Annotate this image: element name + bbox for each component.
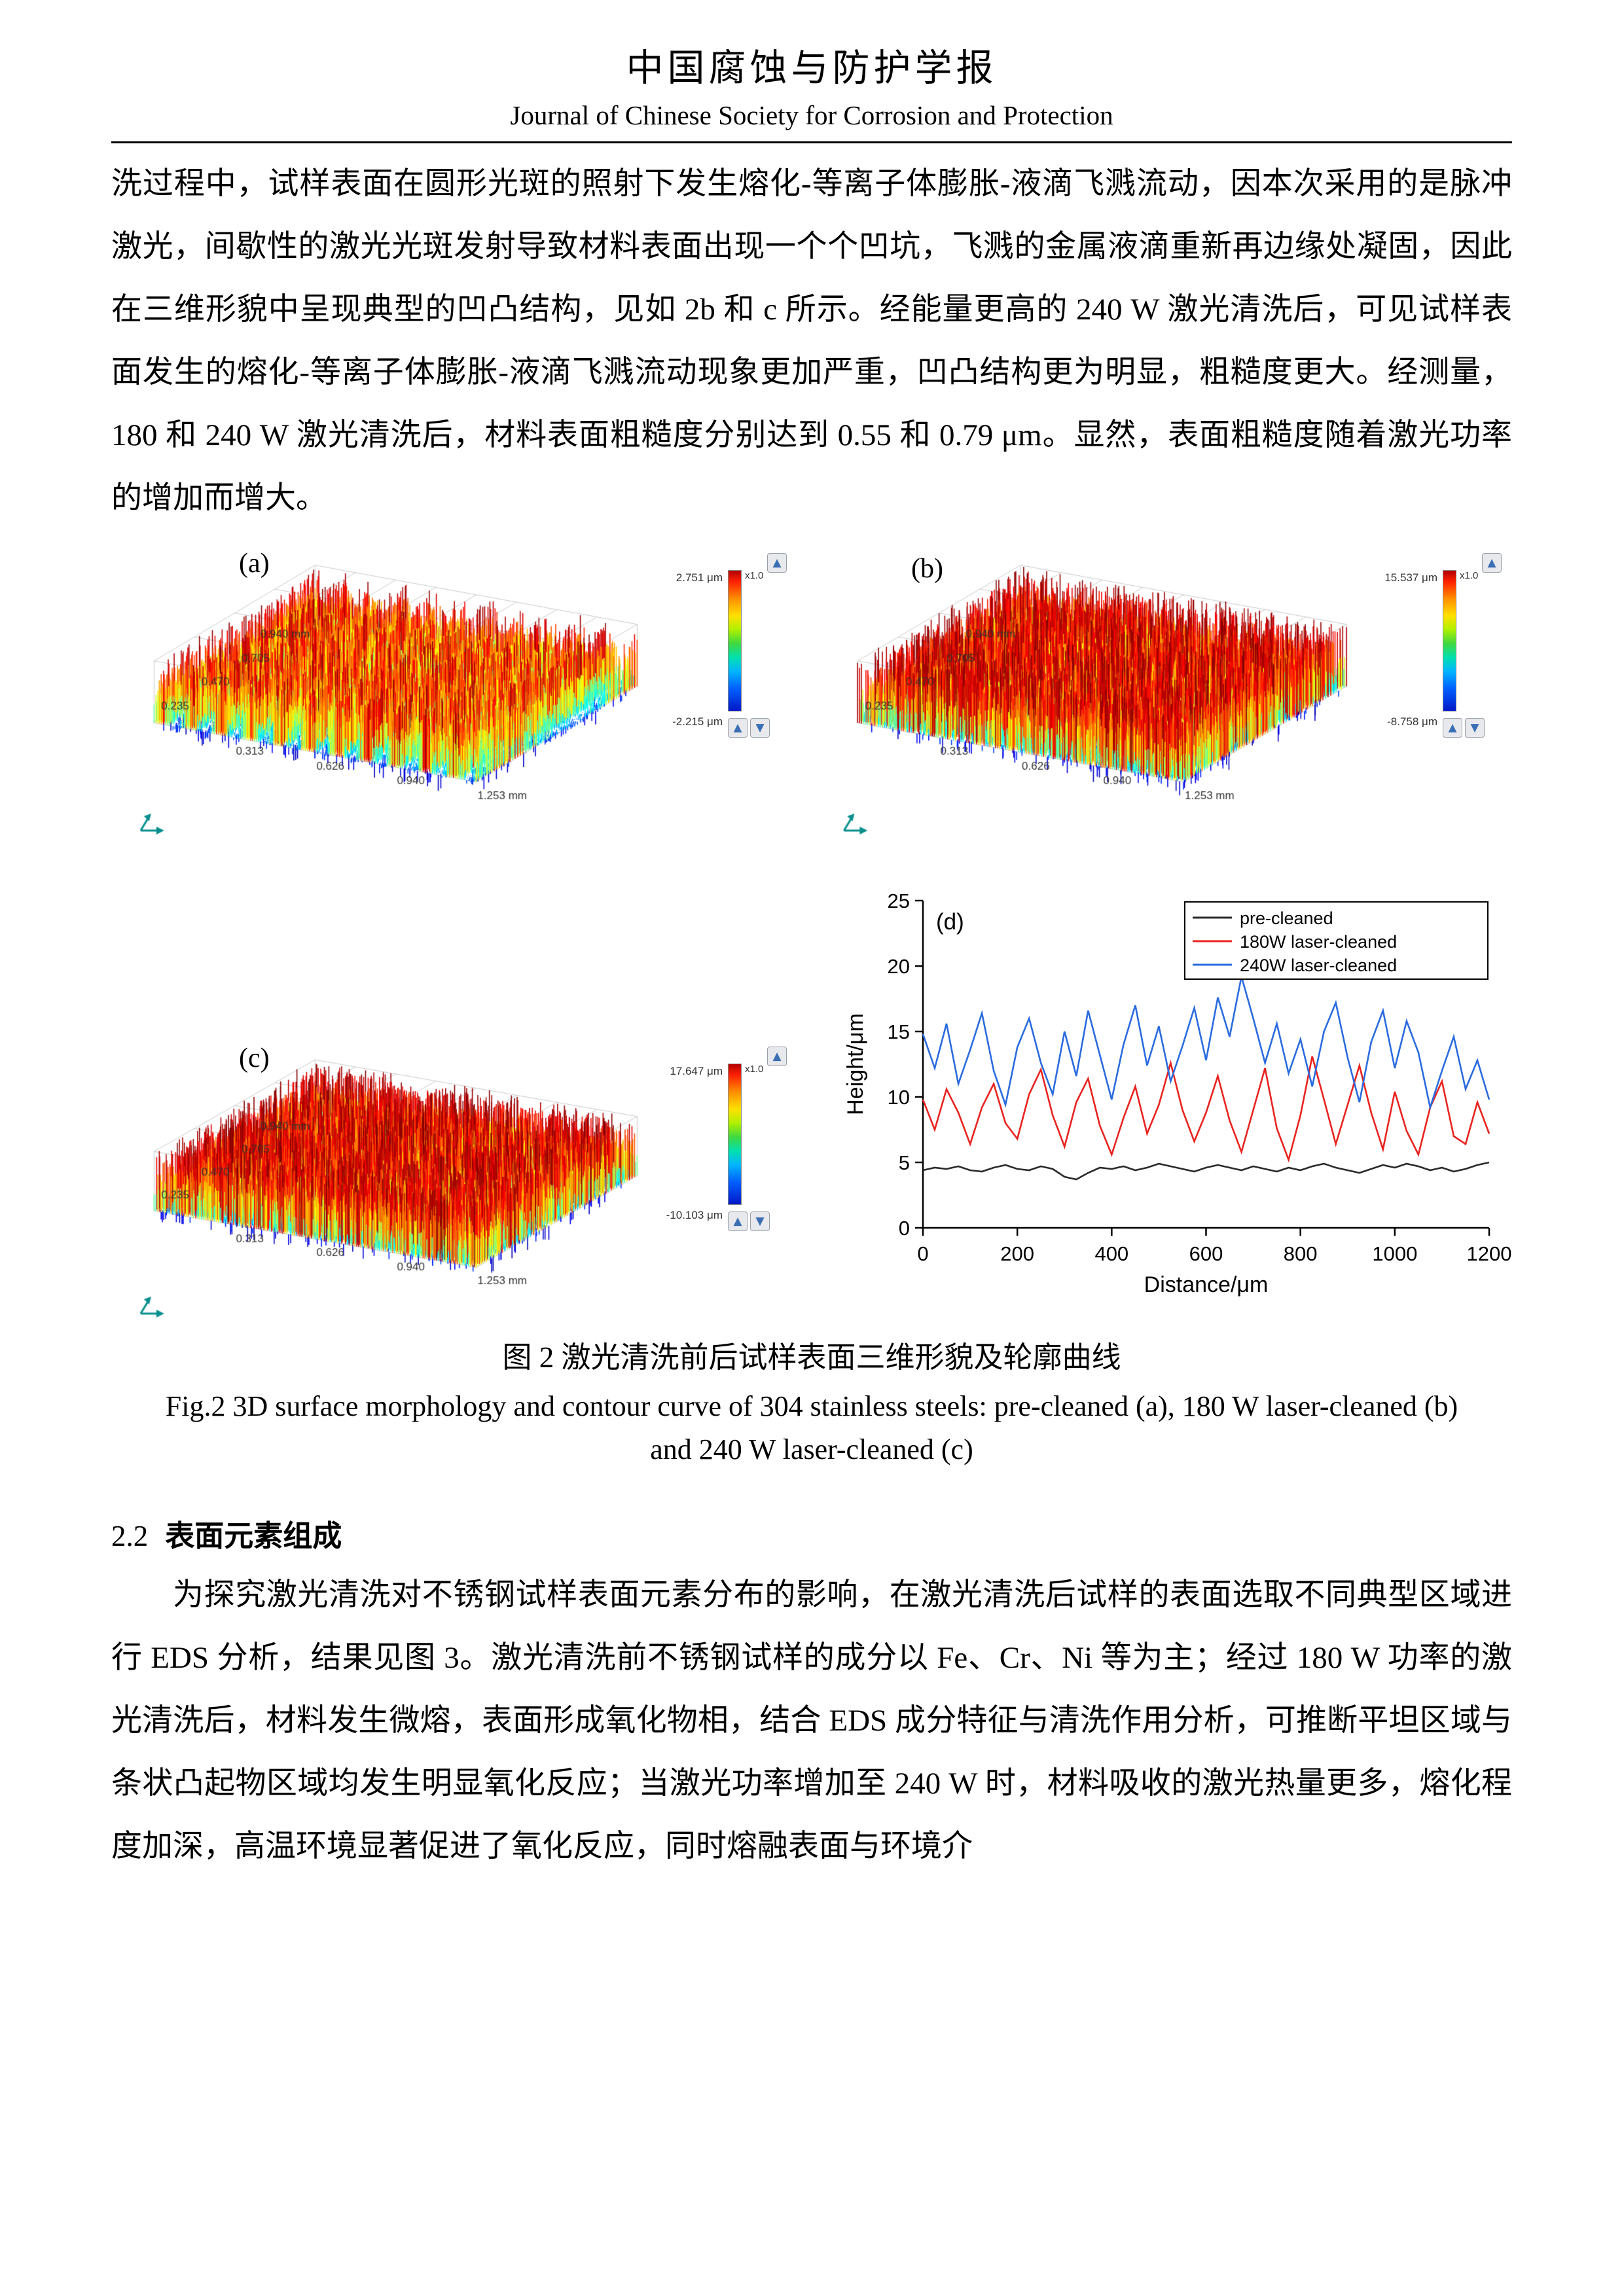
svg-text:1200: 1200 <box>1467 1242 1512 1265</box>
colorbar-b: 15.537 μm x1.0 ▲ -8.758 μm ▲ ▼ <box>1375 553 1509 749</box>
colorbar-b-min-label: -8.758 μm <box>1387 715 1437 728</box>
colorbar-c: 17.647 μm x1.0 ▲ -10.103 μm ▲ ▼ <box>660 1047 794 1243</box>
surface-plot-b <box>820 560 1363 841</box>
colorbar-c-gradient <box>728 1064 742 1205</box>
colorbar-b-up-button: ▲ <box>1482 553 1502 573</box>
page: 中国腐蚀与防护学报 Journal of Chinese Society for… <box>111 0 1512 1878</box>
colorbar-b-lower-button: ▼ <box>1465 718 1485 738</box>
colorbar-a: 2.751 μm x1.0 ▲ -2.215 μm ▲ ▼ <box>660 553 794 749</box>
section-number: 2.2 <box>111 1520 149 1552</box>
colorbar-b-scale-label: x1.0 <box>1460 570 1479 581</box>
paragraph-1: 洗过程中，试样表面在圆形光斑的照射下发生熔化-等离子体膨胀-液滴飞溅流动，因本次… <box>111 167 1512 515</box>
svg-text:Distance/μm: Distance/μm <box>1144 1272 1269 1297</box>
up-arrow-icon: ▲ <box>733 1215 742 1228</box>
svg-text:25: 25 <box>888 889 910 912</box>
colorbar-b-max-label: 15.537 μm <box>1384 571 1437 584</box>
journal-title-en: Journal of Chinese Society for Corrosion… <box>510 100 1113 130</box>
svg-text:600: 600 <box>1189 1242 1223 1265</box>
up-arrow-icon: ▲ <box>772 556 782 569</box>
colorbar-c-lower-button: ▼ <box>750 1211 770 1231</box>
surface-plot-c <box>117 1054 653 1324</box>
svg-text:Height/μm: Height/μm <box>843 1013 868 1115</box>
svg-text:20: 20 <box>888 955 910 978</box>
journal-title-cn: 中国腐蚀与防护学报 <box>626 48 998 89</box>
journal-header: 中国腐蚀与防护学报 Journal of Chinese Society for… <box>111 0 1512 143</box>
paragraph-2: 为探究激光清洗对不锈钢试样表面元素分布的影响，在激光清洗后试样的表面选取不同典型… <box>111 1578 1512 1863</box>
colorbar-a-raise-button: ▲ <box>728 718 748 738</box>
section-heading: 2.2 表面元素组成 <box>111 1512 1512 1554</box>
figure-caption-en: Fig.2 3D surface morphology and contour … <box>165 1390 1458 1465</box>
svg-text:0: 0 <box>917 1242 928 1265</box>
down-arrow-icon: ▼ <box>755 1215 765 1228</box>
colorbar-a-gradient <box>728 570 742 711</box>
colorbar-b-gradient <box>1443 570 1456 711</box>
up-arrow-icon: ▲ <box>1448 721 1457 734</box>
colorbar-b-raise-button: ▲ <box>1443 718 1462 738</box>
subfigure-c: (c) 17.647 μm x1.0 ▲ -10.103 μm ▲ ▼ <box>111 1020 795 1327</box>
figure-caption-cn: 图 2 激光清洗前后试样表面三维形貌及轮廓曲线 <box>502 1341 1121 1374</box>
svg-text:180W laser-cleaned: 180W laser-cleaned <box>1240 932 1397 952</box>
colorbar-c-scale-label: x1.0 <box>745 1064 764 1075</box>
svg-text:10: 10 <box>888 1086 910 1109</box>
surface-plot-a <box>117 560 653 841</box>
subfigure-b: (b) 15.537 μm x1.0 ▲ -8.758 μm ▲ ▼ <box>813 548 1512 855</box>
subfigure-a: (a) 2.751 μm x1.0 ▲ -2.215 μm ▲ ▼ <box>111 548 795 855</box>
colorbar-a-max-label: 2.751 μm <box>676 571 723 584</box>
colorbar-c-raise-button: ▲ <box>728 1211 748 1231</box>
svg-text:800: 800 <box>1284 1242 1318 1265</box>
up-arrow-icon: ▲ <box>733 721 742 734</box>
section-title: 表面元素组成 <box>165 1519 342 1552</box>
header-rule <box>111 141 1512 143</box>
svg-text:240W laser-cleaned: 240W laser-cleaned <box>1240 956 1397 975</box>
colorbar-a-min-label: -2.215 μm <box>672 715 723 728</box>
figure-2: (a) 2.751 μm x1.0 ▲ -2.215 μm ▲ ▼ (b) 15… <box>111 548 1512 1327</box>
svg-text:5: 5 <box>899 1151 910 1174</box>
colorbar-a-scale-label: x1.0 <box>745 570 764 581</box>
svg-text:(d): (d) <box>936 909 964 935</box>
up-arrow-icon: ▲ <box>1487 556 1496 569</box>
svg-text:1000: 1000 <box>1372 1242 1417 1265</box>
colorbar-a-lower-button: ▼ <box>750 718 770 738</box>
svg-text:pre-cleaned: pre-cleaned <box>1240 908 1333 928</box>
colorbar-c-min-label: -10.103 μm <box>666 1209 723 1221</box>
subfigure-d: 0 5 10 15 20 25 0 200 400 600 800 1000 1200 Distance/… <box>825 855 1512 1327</box>
svg-text:0: 0 <box>899 1217 910 1240</box>
colorbar-c-up-button: ▲ <box>767 1047 787 1066</box>
down-arrow-icon: ▼ <box>755 721 765 734</box>
profile-chart: 0 5 10 15 20 25 0 200 400 600 800 1000 1200 Distance/… <box>843 889 1512 1297</box>
svg-text:400: 400 <box>1094 1242 1128 1265</box>
up-arrow-icon: ▲ <box>772 1050 782 1063</box>
colorbar-a-up-button: ▲ <box>767 553 787 573</box>
colorbar-c-max-label: 17.647 μm <box>670 1065 723 1077</box>
down-arrow-icon: ▼ <box>1470 721 1479 734</box>
svg-text:200: 200 <box>1000 1242 1034 1265</box>
svg-text:15: 15 <box>888 1020 910 1043</box>
